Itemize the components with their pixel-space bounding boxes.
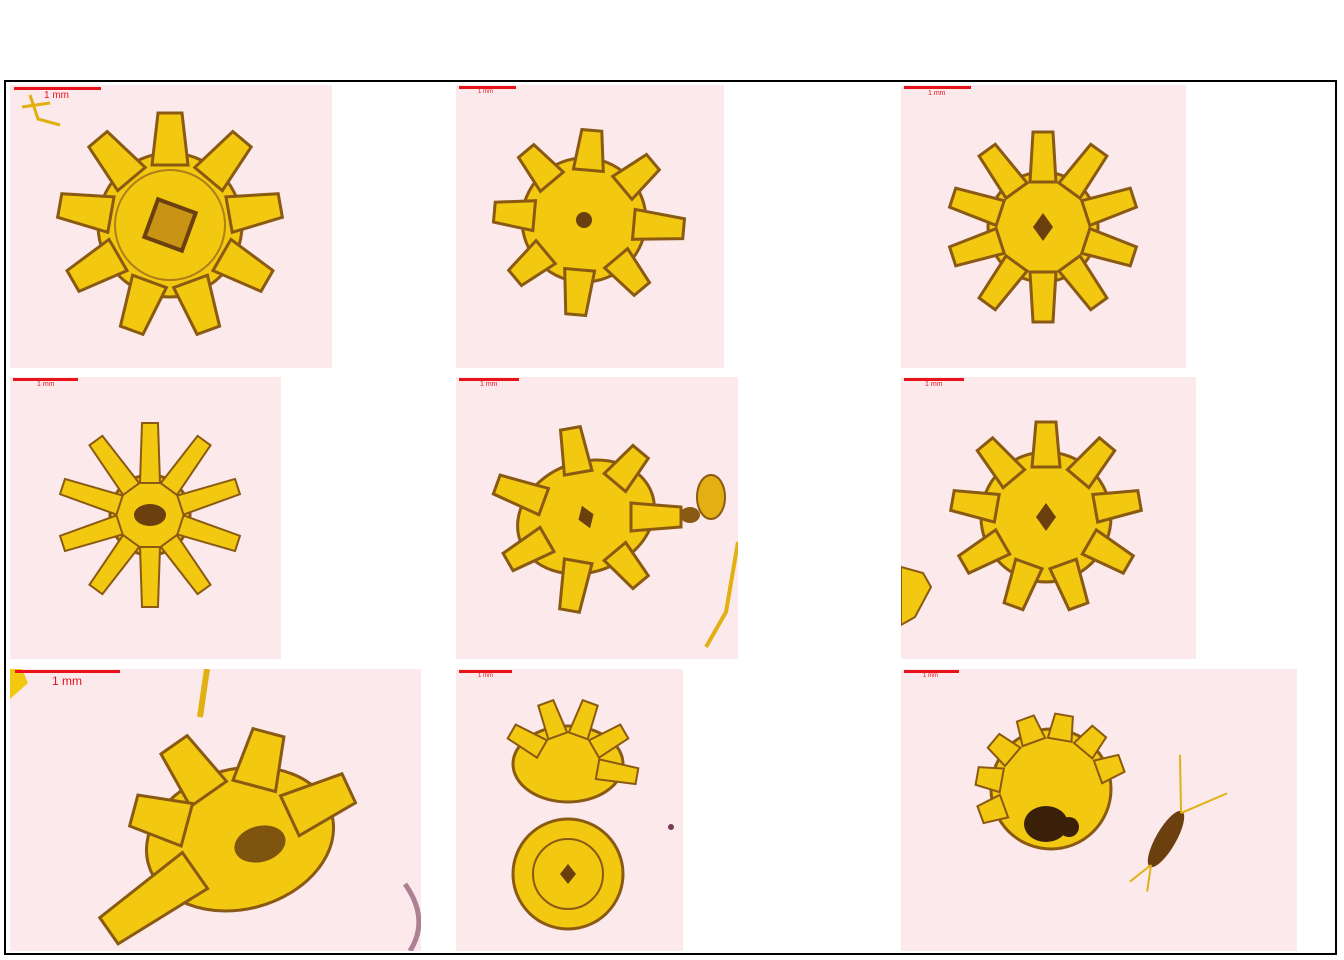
specimen-panel-4: 1 mm bbox=[10, 377, 281, 659]
scale-bar bbox=[14, 87, 101, 90]
scale-bar bbox=[15, 670, 120, 673]
specimen-panel-6: 1 mm bbox=[901, 377, 1196, 659]
specimen-image bbox=[506, 698, 674, 931]
scale-label: 1 mm bbox=[52, 674, 82, 688]
scale-bar bbox=[904, 86, 971, 89]
scale-bar bbox=[13, 378, 78, 381]
specimen-image bbox=[10, 669, 421, 951]
scale-bar bbox=[904, 378, 964, 381]
specimen-image bbox=[901, 420, 1144, 627]
scale-label: 1 mm bbox=[37, 381, 55, 388]
scale-bar bbox=[904, 670, 959, 673]
specimen-panel-2: 1 mm bbox=[456, 85, 724, 368]
scale-label: 1 mm bbox=[44, 90, 69, 101]
specimen-panel-1: 1 mm bbox=[10, 85, 332, 368]
scale-label: 1 mm bbox=[480, 381, 498, 388]
scale-label: 1 mm bbox=[478, 673, 493, 679]
specimen-panel-3: 1 mm bbox=[901, 85, 1186, 368]
scale-label: 1 mm bbox=[478, 89, 493, 95]
scale-bar bbox=[459, 378, 519, 381]
scale-label: 1 mm bbox=[928, 90, 946, 97]
scale-label: 1 mm bbox=[923, 673, 938, 679]
specimen-panel-5: 1 mm bbox=[456, 377, 738, 659]
specimen-image bbox=[491, 424, 738, 648]
specimen-image bbox=[491, 127, 687, 318]
specimen-panel-9: 1 mm bbox=[901, 669, 1297, 951]
specimen-panel-7: 1 mm bbox=[10, 669, 421, 951]
scale-label: 1 mm bbox=[925, 381, 943, 388]
specimen-image bbox=[947, 130, 1139, 324]
specimen-image bbox=[974, 712, 1228, 892]
specimen-panel-8: 1 mm bbox=[456, 669, 683, 951]
specimen-image bbox=[58, 422, 242, 608]
specimen-image bbox=[21, 94, 285, 337]
scale-bar bbox=[459, 86, 516, 89]
scale-bar bbox=[459, 670, 512, 673]
